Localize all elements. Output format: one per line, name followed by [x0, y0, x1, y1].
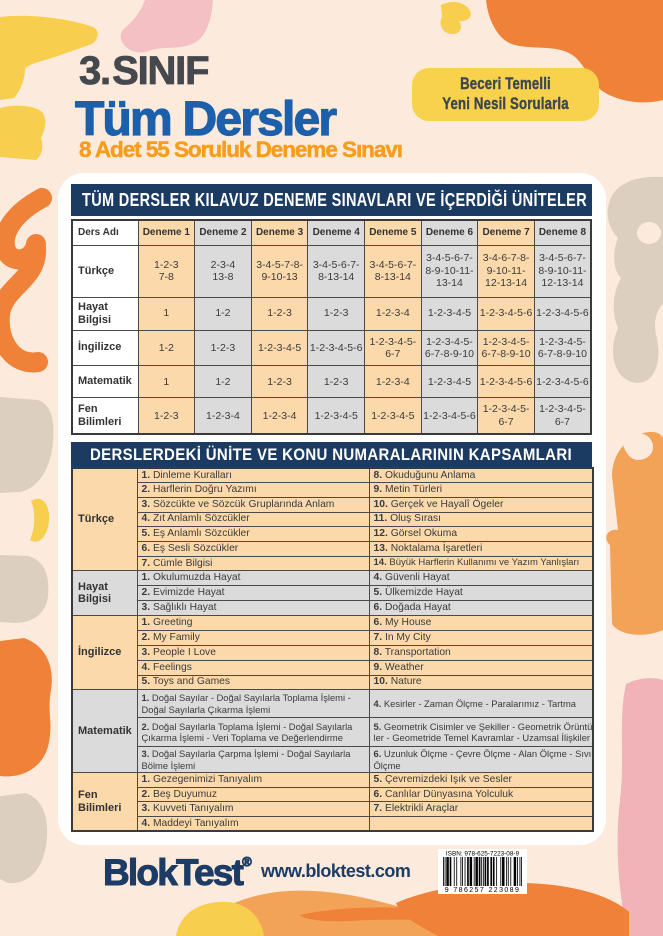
svg-text:9 786257 223089: 9 786257 223089 [445, 887, 521, 894]
svg-text:ISBN: 978-625-7223-08-9: ISBN: 978-625-7223-08-9 [446, 851, 520, 858]
